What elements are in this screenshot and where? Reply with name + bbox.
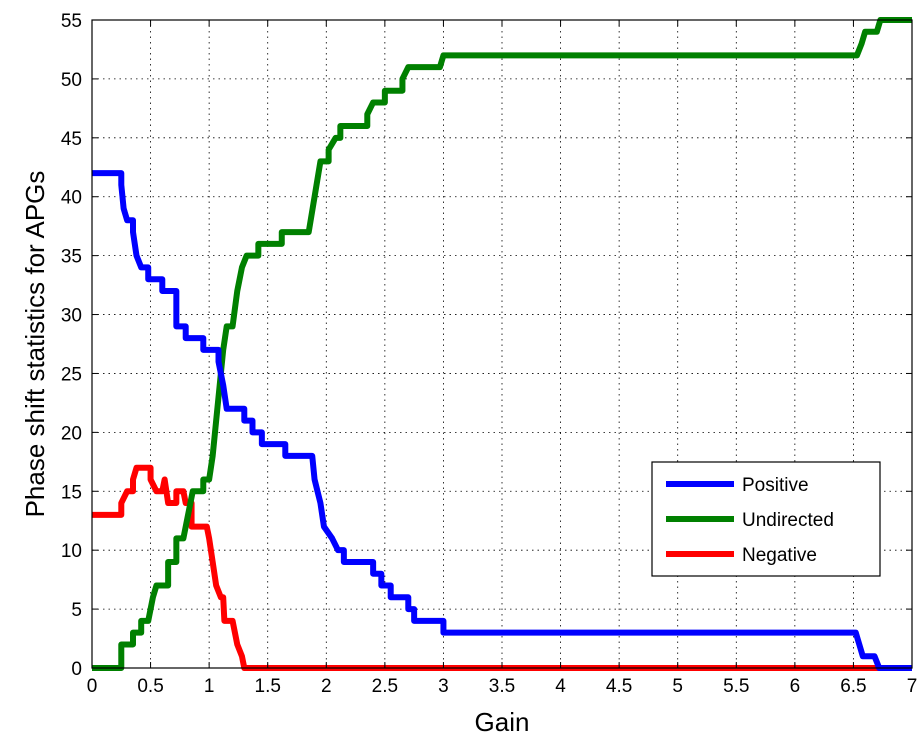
x-tick-label: 3 — [438, 676, 449, 697]
x-tick-label: 1 — [204, 676, 215, 697]
x-tick-label: 6.5 — [840, 676, 866, 697]
x-tick-label: 0.5 — [137, 676, 163, 697]
series-line-negative — [92, 464, 912, 671]
legend-entry: Negative — [742, 545, 817, 566]
x-tick-label: 5.5 — [723, 676, 749, 697]
y-tick-label: 35 — [61, 247, 82, 268]
x-tick-label: 4 — [555, 676, 566, 697]
y-tick-label: 5 — [71, 600, 82, 621]
y-tick-label: 30 — [61, 306, 82, 327]
series-layer — [92, 17, 912, 671]
y-tick-label: 55 — [61, 11, 82, 32]
x-tick-label: 2 — [321, 676, 332, 697]
legend-entry: Positive — [742, 475, 809, 496]
x-tick-label: 0 — [87, 676, 98, 697]
y-tick-label: 40 — [61, 188, 82, 209]
x-tick-label: 3.5 — [489, 676, 515, 697]
x-tick-label: 2.5 — [372, 676, 398, 697]
series-line-positive — [92, 170, 912, 671]
y-axis-title: Phase shift statistics for APGs — [20, 171, 50, 518]
y-tick-label: 45 — [61, 129, 82, 150]
y-tick-label: 20 — [61, 423, 82, 444]
y-tick-label: 10 — [61, 541, 82, 562]
y-tick-label: 0 — [71, 659, 82, 680]
x-tick-label: 5 — [672, 676, 683, 697]
legend-entry: Undirected — [742, 510, 834, 531]
x-tick-label: 6 — [790, 676, 801, 697]
x-axis-title: Gain — [475, 707, 530, 737]
x-tick-label: 4.5 — [606, 676, 632, 697]
ticks — [91, 19, 913, 669]
x-tick-label: 7 — [907, 676, 918, 697]
legend: Positive Undirected Negative — [651, 461, 881, 577]
x-tick-label: 1.5 — [255, 676, 281, 697]
y-tick-label: 15 — [61, 482, 82, 503]
tick-labels: 0 0.5 1 1.5 2 2.5 3 3.5 4 4.5 5 5.5 6 6.5 7 0 5 10 15 20 25 3… — [61, 11, 917, 697]
y-tick-label: 50 — [61, 70, 82, 91]
series-line-undirected — [92, 17, 912, 671]
y-tick-label: 25 — [61, 364, 82, 385]
